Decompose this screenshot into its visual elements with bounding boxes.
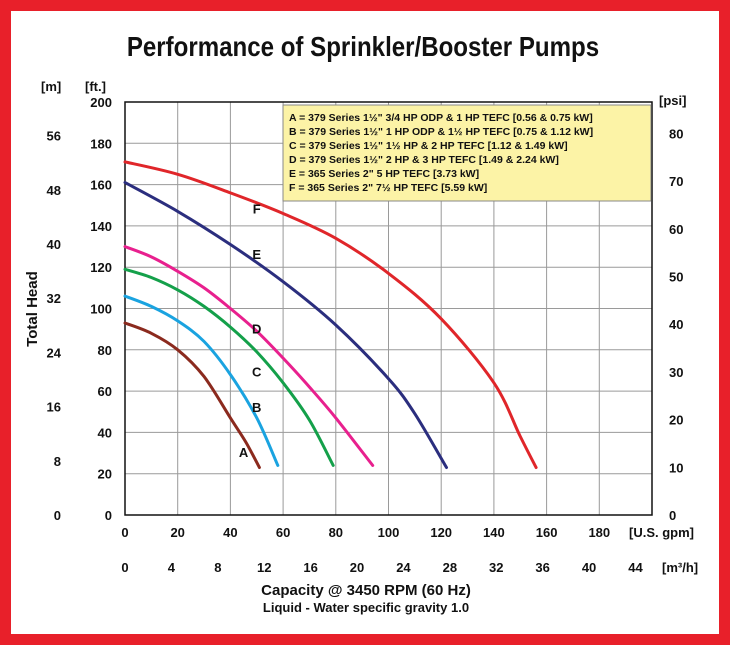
x-axis-subtitle: Liquid - Water specific gravity 1.0 xyxy=(263,600,469,615)
series-label-d: D xyxy=(252,321,261,336)
legend-entry-c: C = 379 Series 1½" 1½ HP & 2 HP TEFC [1.… xyxy=(289,140,568,152)
y-unit-ft: [ft.] xyxy=(85,79,106,94)
y-tick-psi: 0 xyxy=(669,508,676,523)
x-axis-title: Capacity @ 3450 RPM (60 Hz) xyxy=(261,582,471,599)
y-tick-psi: 10 xyxy=(669,460,683,475)
x-tick-gpm: 40 xyxy=(223,525,237,540)
performance-chart: Performance of Sprinkler/Booster Pumps 0… xyxy=(24,30,698,615)
x2-tick-m3h: 36 xyxy=(535,560,549,575)
x-tick-gpm: 140 xyxy=(483,525,505,540)
y-tick-ft: 40 xyxy=(98,425,112,440)
x2-tick-m3h: 32 xyxy=(489,560,503,575)
legend-entry-a: A = 379 Series 1½" 3/4 HP ODP & 1 HP TEF… xyxy=(289,112,593,124)
x-tick-gpm: 180 xyxy=(588,525,610,540)
y-tick-psi: 70 xyxy=(669,174,683,189)
y-tick-ft: 80 xyxy=(98,343,112,358)
y-unit-psi: [psi] xyxy=(659,93,686,108)
x2-tick-m3h: 40 xyxy=(582,560,596,575)
legend-entry-e: E = 365 Series 2" 5 HP TEFC [3.73 kW] xyxy=(289,168,479,180)
y-tick-m: 56 xyxy=(47,129,61,144)
series-curve-c xyxy=(123,267,335,467)
y-tick-psi: 50 xyxy=(669,269,683,284)
series-curve-f xyxy=(123,160,538,469)
legend: A = 379 Series 1½" 3/4 HP ODP & 1 HP TEF… xyxy=(282,104,652,202)
y-tick-m: 40 xyxy=(47,237,61,252)
y-axis-title: Total Head xyxy=(24,271,41,347)
y-tick-psi: 20 xyxy=(669,413,683,428)
x2-tick-m3h: 8 xyxy=(214,560,221,575)
x-tick-gpm: 80 xyxy=(329,525,343,540)
x2-unit-m3h: [m³/h] xyxy=(662,560,698,575)
x-tick-gpm: 20 xyxy=(170,525,184,540)
x2-tick-m3h: 24 xyxy=(396,560,411,575)
series-labels: A B C D E F xyxy=(239,202,262,461)
chart-title: Performance of Sprinkler/Booster Pumps xyxy=(127,30,599,62)
series-curve-d xyxy=(123,245,375,467)
y-tick-ft: 160 xyxy=(90,178,112,193)
y-tick-psi: 40 xyxy=(669,317,683,332)
x2-tick-m3h: 4 xyxy=(168,560,176,575)
series-curves xyxy=(123,160,538,469)
y-tick-ft: 200 xyxy=(90,95,112,110)
y-tick-psi: 30 xyxy=(669,365,683,380)
y-tick-m: 16 xyxy=(47,400,61,415)
y-tick-m: 48 xyxy=(47,183,61,198)
x2-tick-m3h: 0 xyxy=(121,560,128,575)
series-curve-a xyxy=(123,321,261,469)
series-curve-e xyxy=(123,181,448,469)
x-tick-gpm: 120 xyxy=(430,525,452,540)
legend-entry-d: D = 379 Series 1½" 2 HP & 3 HP TEFC [1.4… xyxy=(289,154,559,166)
legend-box xyxy=(282,104,652,202)
series-label-f: F xyxy=(253,202,261,217)
x-tick-gpm: 100 xyxy=(378,525,400,540)
chart-frame: Performance of Sprinkler/Booster Pumps 0… xyxy=(11,11,719,634)
y-tick-m: 8 xyxy=(54,454,61,469)
x2-tick-m3h: 20 xyxy=(350,560,364,575)
x2-tick-m3h: 12 xyxy=(257,560,271,575)
y-tick-ft: 20 xyxy=(98,467,112,482)
x-tick-gpm: 160 xyxy=(536,525,558,540)
x2-tick-m3h: 16 xyxy=(303,560,317,575)
y-tick-m: 32 xyxy=(47,291,61,306)
series-label-a: A xyxy=(239,445,249,460)
y-tick-ft: 100 xyxy=(90,302,112,317)
legend-entry-f: F = 365 Series 2" 7½ HP TEFC [5.59 kW] xyxy=(289,182,487,194)
x2-tick-m3h: 28 xyxy=(443,560,457,575)
series-label-c: C xyxy=(252,365,262,380)
x2-tick-m3h: 44 xyxy=(628,560,643,575)
axis-ticks: 0204060801001201401601802000816243240485… xyxy=(47,95,684,575)
y-tick-ft: 180 xyxy=(90,136,112,151)
y-tick-ft: 60 xyxy=(98,384,112,399)
series-curve-b xyxy=(123,294,280,467)
x-tick-gpm: 60 xyxy=(276,525,290,540)
y-tick-ft: 0 xyxy=(105,508,112,523)
y-tick-psi: 80 xyxy=(669,126,683,141)
plot-area-border xyxy=(124,101,653,516)
y-tick-ft: 120 xyxy=(90,260,112,275)
x-tick-gpm: 0 xyxy=(121,525,128,540)
legend-entry-b: B = 379 Series 1½" 1 HP ODP & 1½ HP TEFC… xyxy=(289,126,593,138)
x-unit-gpm: [U.S. gpm] xyxy=(629,525,694,540)
y-tick-psi: 60 xyxy=(669,222,683,237)
y-tick-ft: 140 xyxy=(90,219,112,234)
y-tick-m: 0 xyxy=(54,508,61,523)
y-unit-m: [m] xyxy=(41,79,61,94)
y-tick-m: 24 xyxy=(47,345,62,360)
series-label-b: B xyxy=(252,400,261,415)
series-label-e: E xyxy=(252,247,261,262)
